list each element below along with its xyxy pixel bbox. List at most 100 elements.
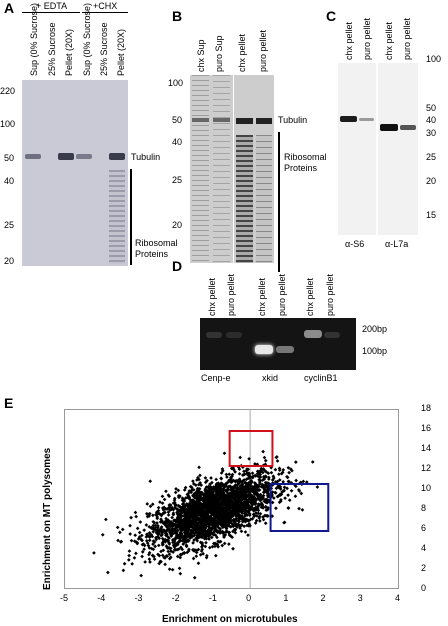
data-point [266, 488, 271, 492]
data-point [258, 472, 263, 477]
data-point [160, 494, 165, 499]
marker: 100 [0, 119, 16, 129]
data-point [258, 497, 263, 501]
pcr-band [255, 345, 273, 354]
data-point [252, 492, 257, 497]
data-point [231, 486, 235, 491]
ribosomal-bracket [130, 169, 132, 265]
data-point [297, 489, 302, 493]
data-point [199, 522, 204, 526]
data-point [92, 551, 96, 555]
marker: 20 [172, 220, 183, 230]
data-point [227, 496, 231, 500]
data-point [243, 530, 248, 534]
gel-b-pellet [234, 75, 274, 263]
data-point [253, 462, 257, 466]
data-point [277, 478, 282, 482]
data-point [256, 494, 260, 499]
data-point [287, 479, 291, 484]
data-point [245, 499, 249, 503]
data-point [310, 460, 315, 464]
data-point [197, 486, 202, 491]
data-point [262, 455, 267, 460]
data-point [239, 492, 244, 497]
data-point [192, 491, 197, 496]
data-point [144, 523, 149, 527]
data-point [104, 517, 108, 522]
data-point [254, 506, 259, 511]
data-point [239, 529, 244, 534]
data-point [210, 492, 214, 497]
data-point [209, 509, 213, 514]
data-point [277, 468, 282, 472]
x-tick-label: 3 [357, 593, 363, 603]
data-point [286, 493, 290, 497]
data-point [227, 503, 232, 507]
data-point [273, 480, 278, 484]
data-point [156, 505, 161, 510]
data-point [142, 528, 147, 533]
agarose-gel [200, 318, 356, 370]
data-point [272, 496, 276, 500]
data-point [297, 506, 301, 511]
ribosomal-label: Proteins [284, 163, 318, 173]
data-point [192, 494, 196, 499]
data-point [198, 501, 203, 506]
data-point [207, 497, 212, 502]
data-point [194, 501, 199, 505]
data-point [214, 553, 218, 558]
tubulin-band [213, 118, 230, 122]
data-point [191, 556, 196, 561]
data-point [263, 500, 268, 505]
data-point [202, 506, 207, 510]
ribosomal-bracket [278, 132, 280, 272]
tubulin-band [58, 153, 74, 160]
data-point [173, 490, 178, 495]
data-point [147, 531, 152, 535]
data-point [216, 488, 220, 492]
data-point [153, 528, 158, 532]
data-point [210, 480, 214, 485]
data-point [225, 488, 229, 493]
tubulin-band [109, 153, 125, 160]
data-point [135, 526, 140, 531]
data-point [132, 556, 137, 560]
data-point [250, 484, 254, 489]
data-point [148, 504, 153, 509]
data-point [118, 530, 122, 535]
data-point [167, 556, 172, 561]
data-point [274, 506, 278, 511]
data-point [300, 508, 305, 512]
data-point [263, 458, 268, 463]
data-point [187, 547, 191, 552]
data-point [255, 488, 260, 492]
data-point [189, 485, 194, 490]
data-point [248, 481, 252, 485]
data-point [225, 523, 229, 528]
gene-label: Cenp-e [201, 373, 231, 383]
data-point [294, 460, 298, 464]
x-tick-label: -1 [208, 593, 217, 603]
data-point [143, 560, 147, 564]
marker: 100 [168, 78, 184, 88]
data-point [147, 535, 152, 539]
data-point [233, 494, 238, 499]
marker: 15 [426, 210, 437, 220]
data-point [280, 490, 284, 494]
data-point [126, 558, 131, 562]
data-point [237, 467, 242, 472]
data-point [250, 471, 255, 475]
data-point [249, 497, 254, 501]
blot-s6 [338, 63, 376, 235]
data-point [282, 485, 287, 490]
data-point [258, 519, 262, 523]
data-point [164, 489, 168, 494]
data-point [262, 475, 267, 480]
data-points [92, 449, 320, 580]
data-point [246, 533, 250, 538]
data-point [206, 484, 211, 489]
gel-b-sup [190, 75, 233, 263]
data-point [170, 567, 175, 572]
data-point [129, 538, 134, 543]
data-point [150, 502, 155, 507]
